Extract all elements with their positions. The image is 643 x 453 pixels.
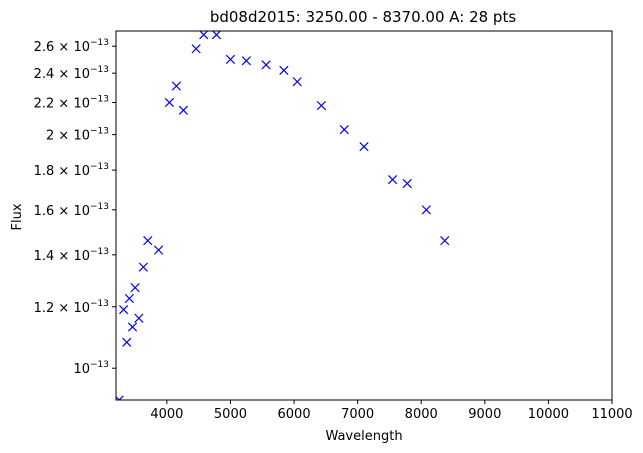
y-axis: 10−13 1.2 × 10−13 1.4 × 10−13 1.6 × 10−13 1.…	[34, 38, 116, 377]
data-point	[124, 293, 134, 304]
y-tick-label: 2 × 10−13	[46, 127, 109, 144]
data-point	[178, 105, 189, 115]
data-point	[421, 205, 431, 215]
data-point	[402, 178, 412, 189]
data-point	[130, 283, 140, 293]
data-point	[119, 304, 129, 315]
data-point	[138, 262, 148, 272]
data-point	[261, 60, 271, 70]
data-point	[387, 174, 398, 185]
y-tick-label: 1.4 × 10−13	[34, 247, 109, 264]
data-point	[191, 44, 201, 54]
data-point	[143, 236, 153, 246]
y-tick-label: 2.4 × 10−13	[34, 65, 109, 82]
y-tick-label: 1.8 × 10−13	[34, 162, 109, 179]
x-tick-label: 9000	[468, 407, 501, 422]
data-point	[225, 54, 236, 65]
data-point	[292, 77, 302, 87]
data-point	[164, 97, 175, 108]
x-tick-label: 10000	[528, 407, 569, 422]
x-axis-label: Wavelength	[325, 429, 402, 444]
chart-title: bd08d2015: 3250.00 - 8370.00 A: 28 pts	[210, 8, 516, 26]
data-point	[440, 236, 450, 246]
data-point	[199, 31, 209, 40]
x-axis: 4000 5000 6000 7000 8000 9000 10000 11000	[150, 400, 633, 422]
data-point	[359, 142, 369, 152]
y-tick-label: 2.2 × 10−13	[34, 95, 109, 112]
data-point	[171, 81, 182, 91]
y-tick-label: 10−13	[73, 360, 109, 377]
x-tick-label: 6000	[278, 407, 311, 422]
y-tick-label: 1.2 × 10−13	[34, 299, 109, 316]
x-tick-label: 4000	[150, 407, 183, 422]
data-point	[122, 337, 132, 347]
y-axis-label: Flux	[10, 203, 25, 230]
axes-frame	[115, 30, 613, 401]
x-tick-label: 5000	[214, 407, 247, 422]
data-point	[153, 245, 164, 255]
data-point	[279, 65, 289, 76]
data-point	[134, 313, 144, 323]
plot-area	[116, 31, 450, 400]
data-point	[339, 124, 349, 135]
y-tick-label: 2.6 × 10−13	[34, 38, 109, 55]
x-tick-label: 11000	[591, 407, 632, 422]
data-point	[211, 31, 222, 40]
data-point	[241, 56, 251, 66]
x-tick-label: 8000	[405, 407, 438, 422]
y-tick-label: 1.6 × 10−13	[34, 202, 109, 219]
data-point	[316, 100, 327, 111]
x-tick-label: 7000	[341, 407, 374, 422]
data-point	[127, 322, 138, 332]
